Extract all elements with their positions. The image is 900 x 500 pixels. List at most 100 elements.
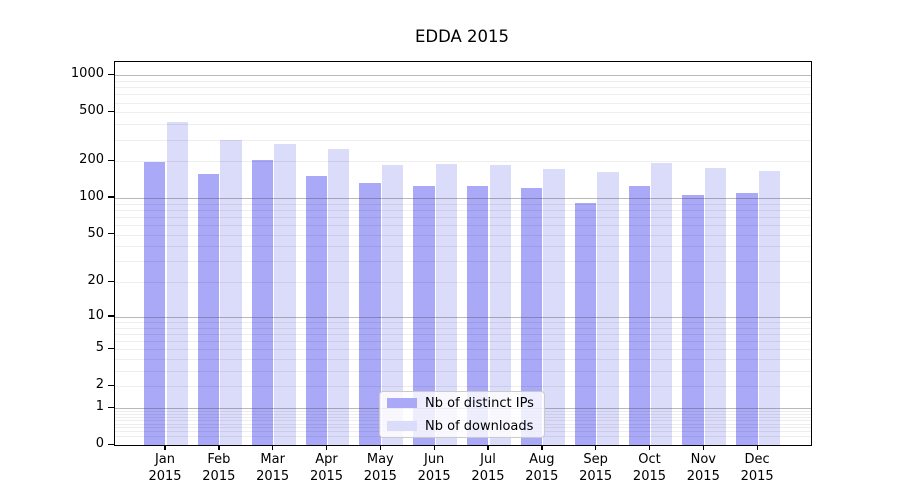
y-tick-mark-50 [108,233,114,235]
bar-distinct-ips-may [359,182,381,445]
x-tick-mark-may [379,445,382,450]
gridline-minor-6 [115,341,811,343]
bar-distinct-ips-oct [628,185,650,445]
legend-swatch-downloads [387,421,417,431]
bar-distinct-ips-apr [305,175,327,445]
y-tick-label-5: 5 [95,340,104,356]
y-tick-mark-10 [108,315,114,317]
gridline-minor-70 [115,216,811,218]
x-tick-label-oct: Oct 2015 [632,452,667,484]
gridline-minor-300 [115,139,811,141]
y-tick-label-500: 500 [79,103,104,119]
gridline-minor-800 [115,87,811,89]
x-tick-mark-sep [595,445,597,450]
gridline-minor-60 [115,225,811,227]
gridline-minor-50 [115,234,811,236]
bar-downloads-feb [220,140,242,445]
legend-label-downloads: Nb of downloads [425,418,534,434]
y-tick-label-20: 20 [87,273,104,289]
bar-downloads-jan [166,121,188,445]
gridline-minor-500 [115,112,811,114]
y-tick-label-10: 10 [87,307,104,323]
bar-downloads-jul [489,164,511,445]
y-tick-mark-0 [108,443,114,445]
x-tick-mark-nov [702,445,704,450]
bar-distinct-ips-jan [144,161,166,445]
bar-downloads-may [381,165,404,445]
x-tick-label-aug: Aug 2015 [525,452,559,484]
x-tick-mark-oct [648,445,651,450]
y-tick-mark-2 [108,384,114,387]
gridline-minor-900 [115,80,811,82]
y-tick-mark-500 [108,110,114,112]
y-tick-mark-100 [108,196,114,198]
gridline-minor-80 [115,209,811,211]
x-tick-mark-jul [487,445,489,450]
gridline-minor-600 [115,102,811,104]
gridline-minor-8 [115,327,811,329]
y-tick-mark-1 [108,406,114,408]
x-tick-mark-jun [433,445,435,450]
legend-label-distinct-ips: Nb of distinct IPs [425,395,534,411]
x-tick-label-jun: Jun 2015 [417,452,451,484]
gridline-major-1000 [115,75,811,77]
gridline-major-100 [115,198,811,200]
gridline-minor-20 [115,282,811,284]
bar-distinct-ips-jul [467,185,489,445]
gridline-minor-3 [115,371,811,373]
gridline-minor-9 [115,321,811,323]
y-tick-label-1000: 1000 [70,66,104,82]
legend-swatch-distinct-ips [387,398,417,408]
gridline-minor-200 [115,161,811,163]
x-tick-label-may: May 2015 [363,452,397,484]
gridline-minor-400 [115,124,811,126]
gridline-minor-2 [115,386,811,388]
y-tick-mark-5 [108,347,114,349]
gridline-minor-4 [115,359,811,361]
bar-downloads-sep [597,171,619,445]
y-tick-mark-20 [108,280,114,282]
plot-area: Nb of distinct IPs Nb of downloads [114,61,812,446]
x-tick-mark-apr [325,445,328,450]
y-tick-label-100: 100 [79,189,104,205]
x-tick-label-mar: Mar 2015 [256,452,290,484]
legend: Nb of distinct IPs Nb of downloads [379,391,545,438]
x-tick-mark-feb [218,445,220,450]
bar-distinct-ips-mar [251,160,274,445]
x-tick-label-sep: Sep 2015 [579,452,613,484]
x-tick-label-jul: Jul 2015 [471,452,505,484]
x-tick-mark-mar [272,445,274,450]
y-tick-mark-200 [108,159,114,161]
bar-distinct-ips-nov [682,195,704,445]
bar-downloads-aug [543,169,565,445]
bar-distinct-ips-dec [736,192,758,445]
x-tick-label-dec: Dec 2015 [740,452,774,484]
bar-distinct-ips-sep [574,202,597,445]
bar-downloads-mar [274,144,296,445]
gridline-minor-5 [115,349,811,351]
x-tick-mark-aug [541,445,543,450]
x-tick-label-apr: Apr 2015 [309,452,344,484]
y-tick-label-50: 50 [87,225,104,241]
bar-downloads-oct [651,162,673,445]
gridline-major-10 [115,316,811,318]
gridline-minor-40 [115,246,811,248]
bar-distinct-ips-aug [520,187,543,445]
y-tick-label-1: 1 [95,399,104,415]
y-tick-label-200: 200 [79,152,104,168]
x-tick-label-jan: Jan 2015 [148,452,182,484]
bar-downloads-jun [435,163,458,445]
bar-downloads-dec [758,170,781,445]
gridline-minor-90 [115,203,811,205]
y-tick-mark-1000 [108,73,114,75]
x-tick-label-nov: Nov 2015 [686,452,720,484]
gridline-minor-30 [115,261,811,263]
legend-item-distinct-ips: Nb of distinct IPs [380,393,544,413]
y-tick-label-2: 2 [95,377,104,393]
gridline-minor-700 [115,94,811,96]
bar-distinct-ips-jun [413,185,435,445]
x-tick-label-feb: Feb 2015 [202,452,236,484]
gridline-minor-7 [115,333,811,335]
y-tick-label-0: 0 [95,436,104,452]
